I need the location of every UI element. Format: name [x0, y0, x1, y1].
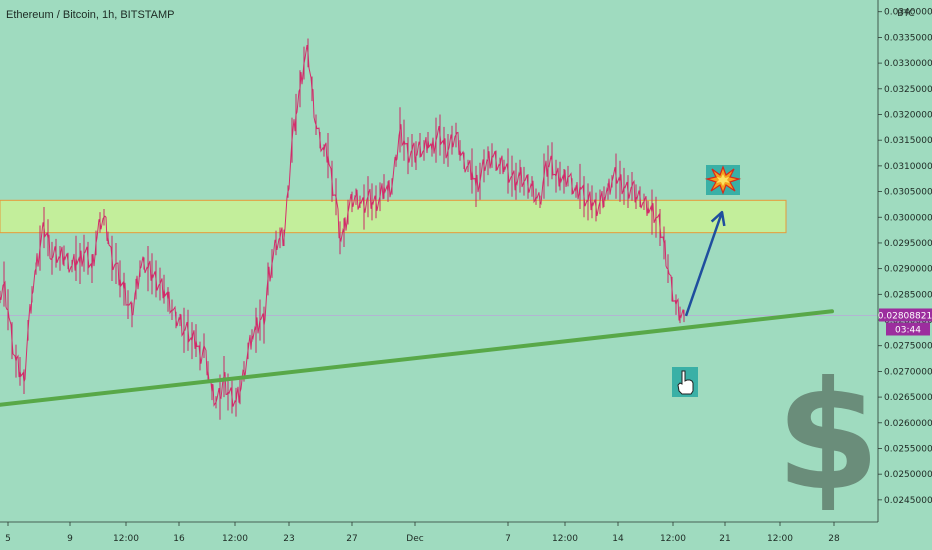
x-tick-label: 12:00 [660, 534, 686, 544]
currency-label: BTC [897, 9, 914, 19]
x-tick-label: 12:00 [767, 534, 793, 544]
countdown-box [886, 322, 930, 336]
last-price-tag: 0.02808821 03:44 [878, 308, 932, 336]
last-price-tag-box [879, 308, 932, 322]
x-tick-label: 9 [67, 534, 73, 544]
time-axis[interactable]: 5 9 12:00 16 12:00 23 27 Dec 7 12:00 14 12:00 21 12:0… [0, 521, 878, 544]
support-trendline[interactable] [0, 309, 834, 407]
x-tick-label: 14 [612, 534, 624, 544]
explosion-icon [704, 165, 742, 195]
chart-title: Ethereum / Bitcoin, 1h, BITSTAMP [6, 9, 175, 21]
x-tick-labels: 5 9 12:00 16 12:00 23 27 Dec 7 12:00 14 12:00 21 12:0… [5, 522, 840, 544]
price-series [0, 38, 685, 420]
x-tick-label: Dec [406, 534, 423, 544]
resistance-zone[interactable] [0, 199, 787, 234]
price-line [0, 45, 685, 407]
projection-arrow [684, 210, 726, 317]
dollar-sign-icon: $ [776, 350, 880, 524]
x-tick-label: 16 [173, 534, 185, 544]
x-tick-label: 28 [828, 534, 840, 544]
x-tick-label: 12:00 [552, 534, 578, 544]
last-price-value: 0.02808821 [878, 311, 932, 321]
x-tick-label: 12:00 [222, 534, 248, 544]
x-tick-label: 27 [346, 534, 357, 544]
countdown-timer: 03:44 [895, 325, 921, 335]
x-tick-label: 5 [5, 534, 11, 544]
arrow-shaft [684, 211, 724, 317]
x-tick-label: 7 [505, 534, 511, 544]
x-tick-label: 23 [283, 534, 294, 544]
arrow-head [710, 210, 726, 227]
x-tick-label: 12:00 [113, 534, 139, 544]
pointing-hand-icon [672, 367, 698, 397]
x-tick-label: 21 [719, 534, 730, 544]
